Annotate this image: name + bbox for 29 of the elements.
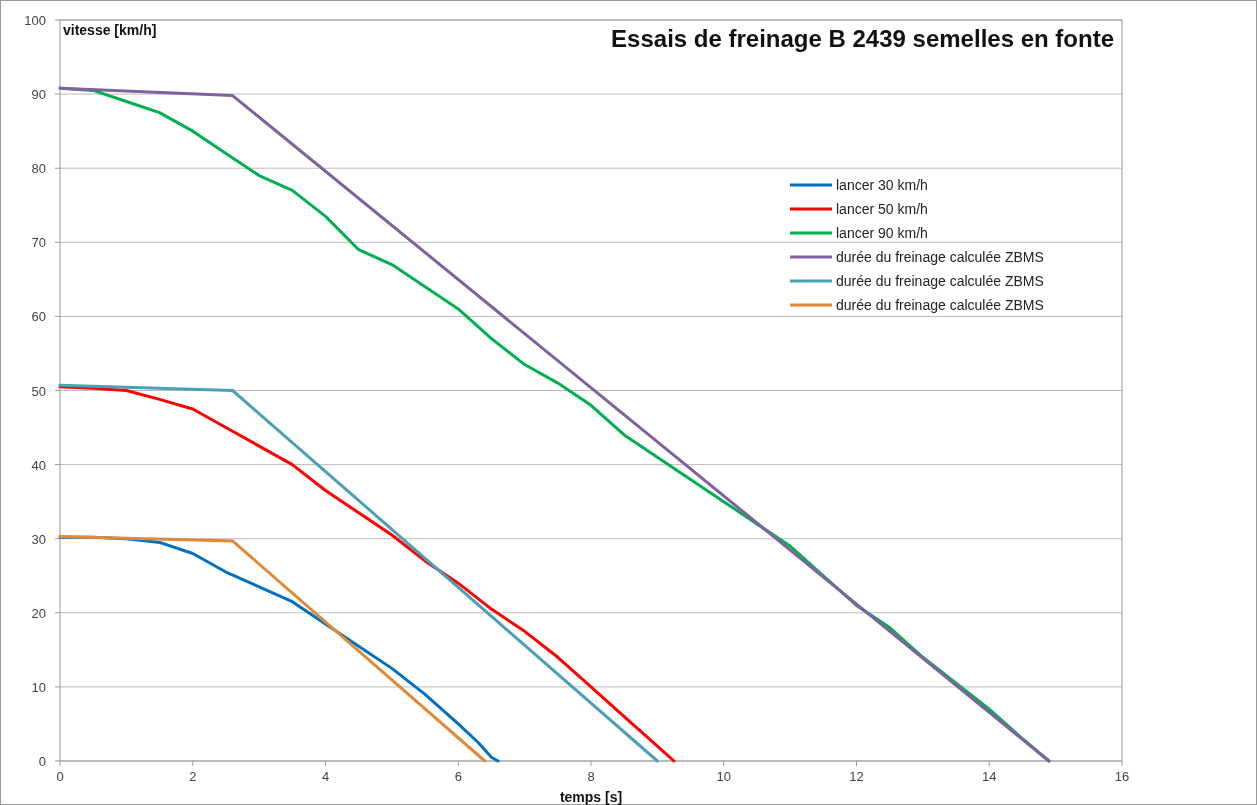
x-tick-label: 16 [1114, 769, 1130, 784]
x-axis-title: temps [s] [559, 789, 623, 805]
x-tick-label: 0 [56, 769, 64, 784]
x-tick-label: 2 [189, 769, 197, 784]
x-tick-label: 12 [849, 769, 864, 784]
legend-label: lancer 30 km/h [836, 177, 928, 193]
legend-label: lancer 90 km/h [836, 225, 928, 241]
y-tick-label: 40 [31, 457, 46, 473]
x-tick-label: 10 [716, 769, 731, 784]
x-tick-label: 14 [982, 769, 997, 784]
y-tick-label: 90 [31, 87, 46, 103]
legend-label: durée du freinage calculée ZBMS [836, 273, 1044, 289]
legend-label: durée du freinage calculée ZBMS [836, 249, 1044, 265]
y-tick-label: 80 [31, 161, 46, 177]
y-axis-title: vitesse [km/h] [63, 22, 157, 38]
y-tick-label: 70 [31, 235, 46, 251]
y-tick-label: 0 [38, 754, 46, 769]
chart-title: Essais de freinage B 2439 semelles en fonte [611, 25, 1114, 52]
y-tick-label: 100 [24, 13, 46, 28]
y-tick-label: 20 [31, 605, 46, 621]
x-tick-label: 4 [321, 769, 330, 784]
y-tick-label: 50 [31, 383, 46, 399]
y-tick-label: 10 [31, 679, 46, 695]
y-tick-label: 60 [31, 309, 46, 325]
legend-label: lancer 50 km/h [836, 201, 928, 217]
y-tick-label: 30 [31, 531, 46, 547]
legend-label: durée du freinage calculée ZBMS [836, 297, 1044, 313]
x-tick-label: 8 [587, 769, 595, 784]
x-tick-label: 6 [454, 769, 462, 784]
